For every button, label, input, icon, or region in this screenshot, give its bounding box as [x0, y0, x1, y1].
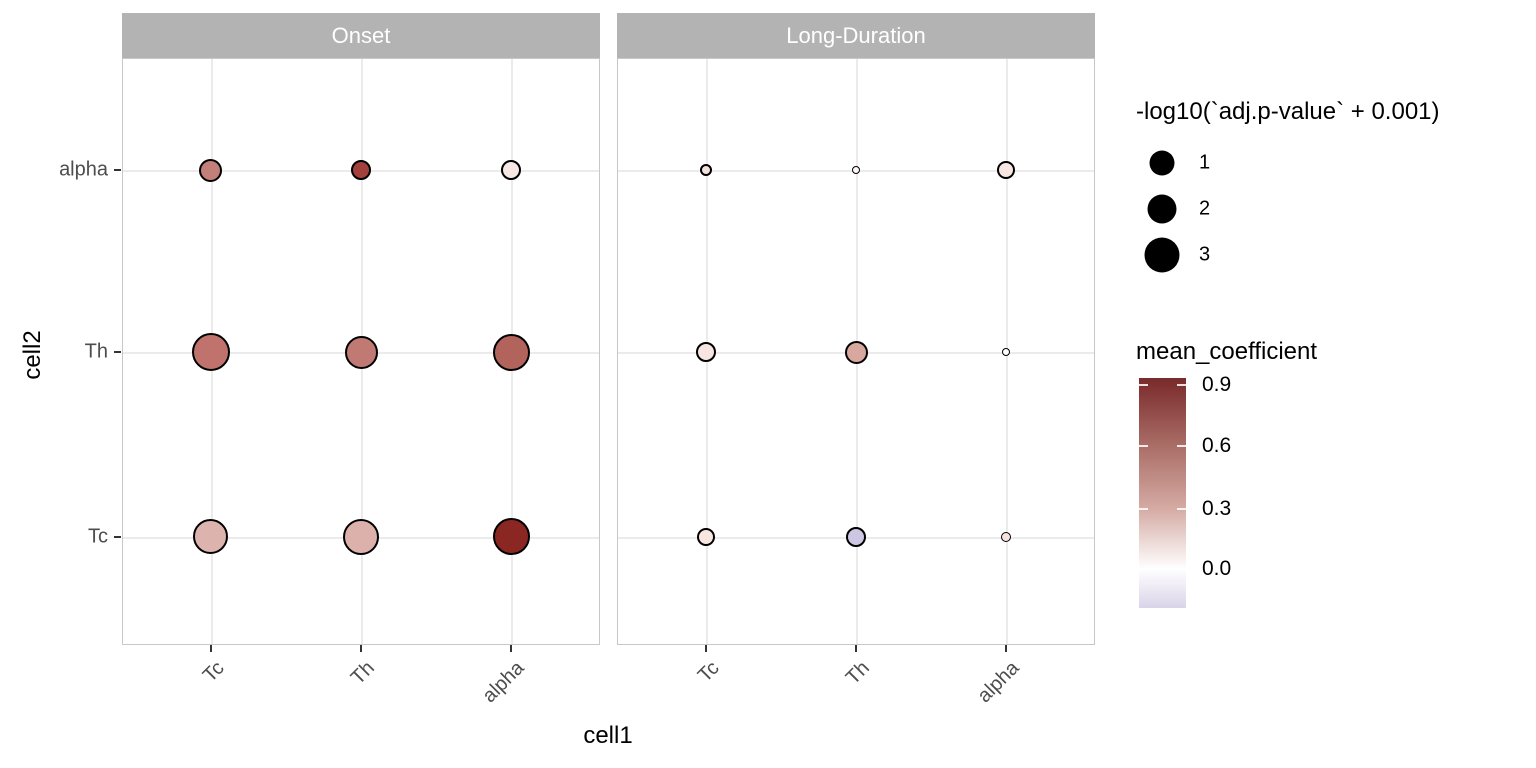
colorbar-tick-label: 0.0 [1202, 556, 1232, 580]
colorbar-tick-right [1177, 383, 1186, 386]
data-point [699, 164, 712, 177]
colorbar-tick-right [1177, 567, 1186, 570]
size-legend-label: 3 [1199, 243, 1211, 266]
y-axis-title: cell2 [19, 330, 46, 380]
size-legend-label: 2 [1199, 197, 1211, 220]
size-legend-circle [1149, 150, 1175, 176]
data-point [1002, 348, 1011, 357]
colorbar-tick-label: 0.3 [1202, 497, 1232, 521]
size-legend-circle [1144, 237, 1180, 273]
x-tick-mark [704, 645, 707, 652]
y-tick-mark [114, 351, 121, 354]
data-point [695, 342, 716, 363]
colorbar-tick-right [1177, 508, 1186, 511]
y-tick-label: alpha [59, 158, 108, 181]
data-point [846, 526, 866, 547]
colorbar-tick-label: 0.9 [1202, 372, 1232, 396]
size-legend-title: -log10(`adj.p-value` + 0.001) [1136, 98, 1440, 125]
x-tick-label: Th [841, 657, 874, 690]
data-point [191, 333, 230, 372]
data-point [492, 518, 530, 556]
facet-strip-label: Long-Duration [786, 22, 926, 48]
x-tick-label: Th [346, 657, 379, 690]
data-point [199, 158, 223, 182]
size-legend-circle [1147, 194, 1177, 224]
color-legend-title: mean_coefficient [1136, 338, 1318, 365]
x-tick-label: alpha [973, 657, 1024, 708]
x-tick-mark [510, 645, 513, 652]
data-point [852, 166, 860, 175]
data-point [344, 335, 378, 369]
colorbar-tick-left [1139, 567, 1148, 570]
data-point [997, 161, 1016, 180]
data-point [1001, 531, 1012, 542]
data-point [696, 527, 715, 546]
x-tick-label: alpha [478, 657, 529, 708]
x-axis-title: cell1 [583, 722, 633, 749]
y-tick-label: Tc [88, 525, 108, 548]
size-legend-label: 1 [1199, 151, 1211, 174]
data-point [193, 519, 229, 555]
x-tick-label: Tc [198, 657, 229, 687]
colorbar-tick-left [1139, 383, 1148, 386]
x-tick-label: Tc [693, 657, 724, 687]
colorbar-tick-left [1139, 445, 1148, 448]
x-tick-mark [1005, 645, 1008, 652]
x-tick-mark [360, 645, 362, 652]
y-tick-label: Th [84, 340, 108, 363]
data-point [492, 333, 530, 371]
x-tick-mark [855, 645, 857, 652]
colorbar-tick-right [1177, 445, 1186, 448]
data-point [844, 340, 868, 364]
colorbar-tick-label: 0.6 [1202, 434, 1232, 458]
y-tick-mark [114, 535, 121, 538]
facet-strip: Long-Duration [617, 13, 1095, 58]
y-tick-mark [114, 169, 121, 172]
facet-strip-label: Onset [331, 22, 391, 48]
data-point [501, 160, 522, 181]
data-point [343, 518, 379, 555]
colorbar-tick-left [1139, 508, 1148, 511]
x-tick-mark [209, 645, 212, 652]
data-point [351, 160, 371, 181]
colorbar-gradient [1139, 378, 1186, 608]
facet-strip: Onset [122, 13, 600, 58]
